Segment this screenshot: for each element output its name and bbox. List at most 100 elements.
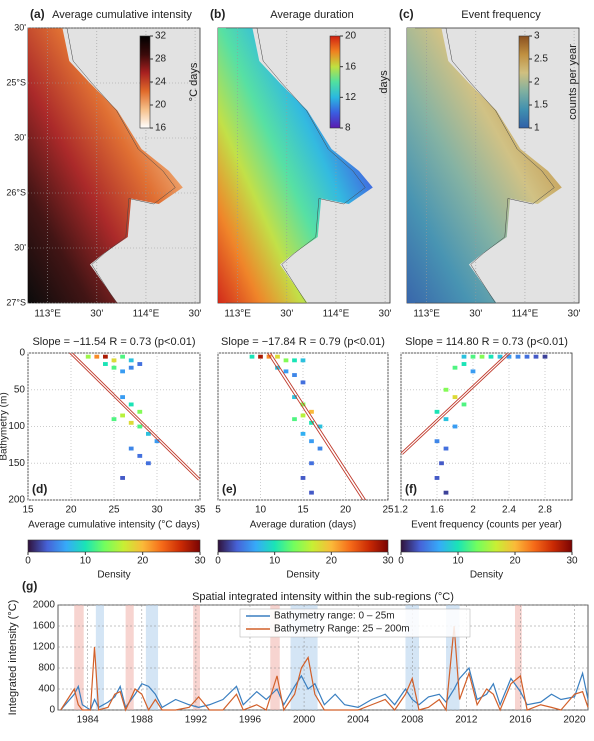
- panel-title: Slope = −11.54 R = 0.73 (p<0.01): [32, 336, 195, 348]
- y-tick-label: 30': [14, 242, 26, 252]
- x-tick-label: 30': [280, 309, 293, 320]
- colorbar: [139, 35, 151, 129]
- colorbar-tick-label: 10: [452, 556, 464, 567]
- plot-area: [27, 352, 201, 501]
- event-period: [193, 605, 200, 710]
- x-tick-label: 2016: [509, 715, 532, 726]
- density-cell: [300, 476, 306, 480]
- x-tick-label: 30': [90, 309, 103, 320]
- x-tick-label: 30': [469, 309, 482, 320]
- density-cell: [275, 354, 280, 359]
- density-cell: [128, 446, 134, 451]
- density-cell: [300, 358, 306, 363]
- event-period: [514, 605, 522, 710]
- x-tick-label: 10: [255, 505, 267, 516]
- y-tick-label: 27°S: [6, 297, 26, 307]
- panel-label: (a): [30, 7, 45, 21]
- colorbar-label: Density: [470, 570, 503, 581]
- density-cell: [439, 461, 444, 466]
- colorbar-label: Density: [97, 570, 130, 581]
- x-tick-label: 2012: [455, 715, 478, 726]
- density-cell: [94, 354, 100, 359]
- y-tick-label: 150: [8, 458, 25, 469]
- colorbar-tick-label: 32: [155, 31, 167, 42]
- x-tick-label: 1.6: [430, 505, 444, 516]
- density-cell: [292, 358, 297, 363]
- colorbar-tick-label: 20: [155, 100, 167, 111]
- panel-label: (c): [399, 7, 414, 21]
- colorbar: [329, 35, 341, 129]
- y-tick-label: 26°S: [6, 187, 26, 197]
- density-cell: [533, 354, 539, 359]
- density-cell: [128, 420, 134, 425]
- x-tick-label: 20: [65, 505, 77, 516]
- density-cell: [506, 354, 512, 359]
- colorbar-tick-label: 24: [155, 77, 167, 88]
- density-cell: [434, 409, 440, 414]
- density-cell: [283, 369, 289, 374]
- density-cell: [434, 439, 440, 444]
- density-cell: [300, 413, 306, 418]
- legend-box: [239, 608, 471, 638]
- density-cell: [300, 402, 306, 407]
- y-tick-label: 2000: [33, 600, 56, 611]
- x-tick-label: 30': [379, 309, 392, 320]
- y-tick-label: 0: [49, 705, 55, 716]
- density-cell: [120, 354, 125, 359]
- colorbar: [400, 539, 573, 553]
- panel-title: Average duration: [270, 9, 354, 21]
- density-cell: [542, 354, 548, 359]
- x-tick-label: 15: [22, 505, 34, 516]
- density-cell: [137, 453, 143, 458]
- x-tick-label: 35: [194, 505, 206, 516]
- panel-title: Slope = −17.84 R = 0.79 (p<0.01): [221, 336, 385, 348]
- density-cell: [515, 354, 521, 359]
- colorbar-tick-label: 0: [398, 556, 404, 567]
- density-cell: [266, 354, 272, 359]
- event-period: [74, 605, 84, 710]
- density-cell: [479, 354, 485, 359]
- y-tick-label: 25°S: [6, 77, 26, 87]
- x-axis-label: Average duration (days): [250, 520, 357, 531]
- x-tick-label: 114°E: [512, 309, 539, 320]
- density-cell: [488, 354, 494, 359]
- x-tick-label: 113°E: [224, 309, 251, 320]
- density-cell: [317, 424, 323, 429]
- panel-label: (d): [32, 482, 47, 496]
- fit-line: [270, 353, 367, 500]
- event-period: [145, 605, 159, 710]
- y-tick-label: 50: [14, 384, 26, 395]
- colorbar-label: °C days: [188, 62, 200, 101]
- density-cell: [120, 369, 125, 374]
- density-cell: [103, 362, 108, 366]
- x-tick-label: 20: [340, 505, 352, 516]
- fit-line: [267, 353, 364, 500]
- colorbar-tick-label: 12: [345, 92, 357, 103]
- y-tick-label: 30': [14, 132, 26, 142]
- density-cell: [154, 439, 160, 444]
- ocean-field: [28, 28, 183, 303]
- fit-line: [72, 353, 200, 480]
- x-tick-label: 5: [215, 505, 221, 516]
- density-cell: [300, 380, 306, 385]
- colorbar-tick-label: 0: [25, 556, 31, 567]
- y-tick-label: 1600: [33, 621, 56, 632]
- density-cell: [443, 490, 449, 495]
- event-period: [270, 605, 280, 710]
- colorbar-tick-label: 0: [215, 556, 221, 567]
- ocean-field: [218, 28, 373, 303]
- y-tick-label: 1200: [33, 642, 56, 653]
- panel-label: (b): [210, 7, 225, 21]
- x-tick-label: 2: [470, 505, 476, 516]
- x-tick-label: 2020: [563, 715, 586, 726]
- density-cell: [434, 476, 440, 480]
- x-tick-label: 1.2: [394, 505, 408, 516]
- density-cell: [111, 365, 117, 370]
- colorbar-tick-label: 3: [534, 31, 540, 42]
- density-cell: [461, 362, 467, 366]
- density-cell: [443, 446, 449, 451]
- density-cell: [309, 420, 314, 425]
- density-cell: [111, 358, 117, 363]
- panel-title: Slope = 114.80 R = 0.73 (p<0.01): [405, 336, 568, 348]
